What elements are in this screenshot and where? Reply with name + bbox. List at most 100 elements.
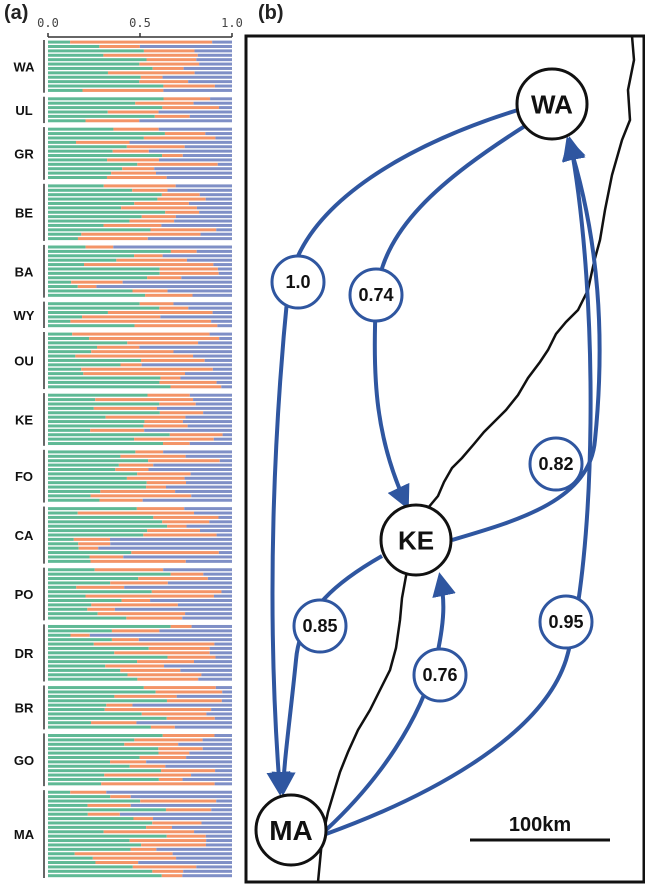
ancestry-bar — [210, 97, 232, 101]
ancestry-bar — [143, 424, 188, 428]
ancestry-bar — [199, 210, 232, 214]
ancestry-bar — [140, 799, 217, 803]
ancestry-bar — [48, 258, 117, 262]
ancestry-bar — [172, 852, 232, 856]
ancestry-bar — [159, 271, 219, 275]
edge-wa-to-ma: 1.0 — [266, 108, 519, 796]
ancestry-bar — [150, 599, 232, 602]
ancestry-bar — [48, 315, 83, 319]
ancestry-bar — [48, 459, 149, 463]
ancestry-bar — [205, 834, 232, 838]
edge-ke-to-ma: 0.85 — [271, 554, 383, 796]
edge-label-circle — [348, 267, 404, 323]
ancestry-bar — [162, 734, 215, 738]
ancestry-bar — [48, 839, 130, 843]
ancestry-bar — [205, 132, 232, 136]
ancestry-bar — [91, 721, 137, 725]
ancestry-bar — [162, 75, 232, 79]
ancestry-bar — [184, 476, 232, 480]
ancestry-bar — [158, 747, 203, 751]
edge-label-circle — [412, 647, 468, 703]
edge-label-circle — [538, 594, 594, 650]
population-label: UL — [15, 103, 32, 118]
ancestry-bar — [158, 777, 183, 781]
ancestry-bar — [48, 485, 147, 489]
ancestry-bar — [144, 428, 232, 432]
ancestry-bar — [153, 463, 232, 467]
ancestry-bar — [48, 40, 71, 44]
population-label: WY — [14, 308, 35, 323]
ancestry-bar — [119, 812, 232, 816]
ancestry-bar — [48, 372, 84, 376]
ancestry-bar — [189, 393, 232, 397]
ancestry-bar — [185, 415, 232, 419]
ancestry-bar — [48, 803, 88, 807]
ancestry-bar — [48, 232, 82, 236]
ancestry-bar — [92, 856, 177, 860]
ancestry-bar — [166, 699, 222, 703]
ancestry-bar — [116, 258, 187, 262]
ancestry-bar — [130, 795, 232, 799]
ancestry-bar — [48, 215, 142, 219]
ancestry-bar — [48, 162, 138, 166]
ancestry-bar — [165, 485, 232, 489]
ancestry-bar — [48, 84, 164, 88]
population-label: DR — [15, 646, 34, 661]
ancestry-bar — [78, 546, 99, 550]
ancestry-bar — [183, 869, 232, 873]
ancestry-bar — [77, 511, 195, 515]
ancestry-bar — [152, 66, 184, 70]
ancestry-bar — [196, 58, 232, 62]
ancestry-bar — [93, 406, 158, 410]
ancestry-bar — [48, 454, 121, 458]
ancestry-bar — [162, 254, 232, 258]
ancestry-bar — [139, 302, 174, 306]
ancestry-bar — [126, 476, 185, 480]
ancestry-bar — [81, 232, 201, 236]
ancestry-bar — [186, 524, 232, 528]
ancestry-bar — [48, 742, 125, 746]
edge-arrow — [451, 136, 602, 542]
ancestry-bar — [165, 764, 232, 768]
ancestry-bar — [87, 607, 115, 611]
ancestry-bar — [107, 158, 159, 162]
ancestry-bar — [196, 206, 232, 210]
ancestry-bar — [165, 808, 212, 812]
ancestry-bar — [48, 489, 101, 493]
ancestry-bar — [48, 140, 77, 144]
ancestry-bar — [151, 590, 222, 594]
ancestry-bar — [48, 66, 153, 70]
population-label: PO — [15, 587, 34, 602]
ancestry-bar — [163, 450, 232, 454]
node-circle — [379, 503, 453, 577]
ancestry-bar — [167, 289, 232, 293]
edge-weight-label: 0.76 — [422, 665, 457, 685]
ancestry-bar — [48, 101, 136, 105]
coastline — [316, 35, 636, 883]
ancestry-bar — [48, 511, 78, 515]
ancestry-bar — [127, 341, 199, 345]
ancestry-bar — [140, 75, 163, 79]
ancestry-bar — [48, 699, 167, 703]
ancestry-bar — [85, 245, 114, 249]
ancestry-bar — [141, 712, 207, 716]
ancestry-bar — [48, 223, 104, 227]
ancestry-bar — [48, 428, 91, 432]
ancestry-bar — [143, 686, 216, 690]
edge-arrow — [271, 554, 383, 796]
ancestry-bar — [219, 336, 232, 340]
ancestry-bar — [183, 66, 232, 70]
ancestry-bar — [48, 673, 128, 677]
edge-arrow — [266, 108, 519, 796]
ancestry-bar — [48, 594, 86, 598]
ancestry-bar — [48, 433, 170, 437]
ancestry-bar — [175, 215, 232, 219]
ancestry-bar — [207, 577, 232, 581]
ancestry-bar — [48, 276, 148, 280]
ancestry-bar — [156, 847, 232, 851]
ancestry-bar — [218, 515, 232, 519]
ancestry-bar — [48, 44, 100, 48]
ancestry-bar — [182, 420, 232, 424]
population-ca — [48, 507, 233, 563]
ancestry-bar — [221, 590, 232, 594]
